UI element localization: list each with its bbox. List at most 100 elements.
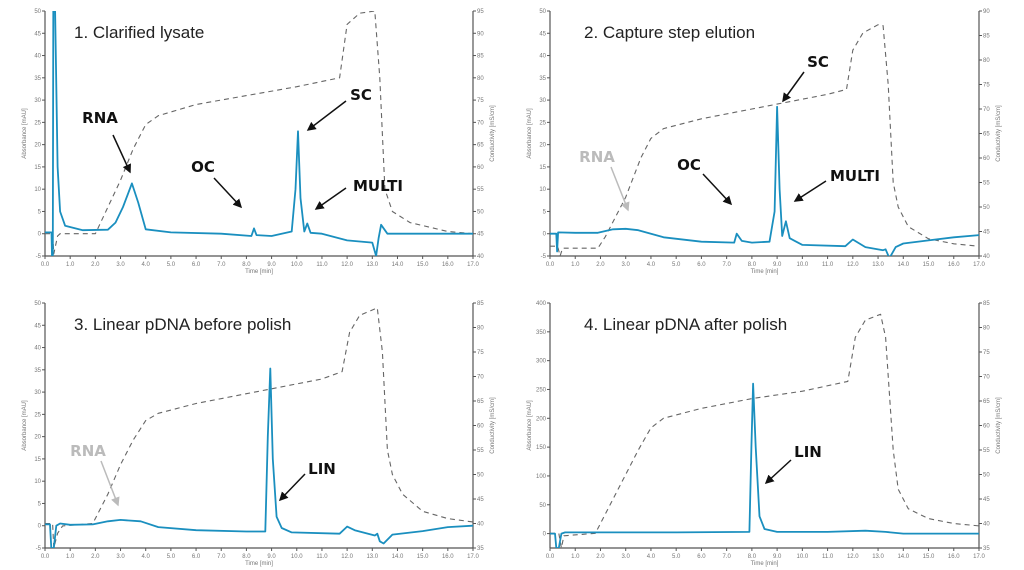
x-tick-label: 4.0 xyxy=(142,554,151,560)
chart-panel-2: -5 0 5 10 15 20 25 30 35 40 45 50 40 45 50 55 60 65 70 75 80… xyxy=(512,0,1024,280)
x-tick-label: 3.0 xyxy=(622,262,631,268)
x-tick-label: 8.0 xyxy=(242,554,251,560)
chart-title: 4. Linear pDNA after polish xyxy=(584,315,787,334)
y-tick-label: 35 xyxy=(539,76,546,82)
y2-tick-label: 40 xyxy=(983,522,990,528)
y-axis-label: Absorbance [mAU] xyxy=(527,108,533,159)
annotation-label-rna: RNA xyxy=(70,442,106,460)
x-tick-label: 9.0 xyxy=(773,262,782,268)
x-tick-label: 4.0 xyxy=(647,554,656,560)
x-tick-label: 6.0 xyxy=(192,262,201,268)
y2-tick-label: 65 xyxy=(983,132,990,138)
y-tick-label: 30 xyxy=(34,390,41,396)
y2-tick-label: 55 xyxy=(477,187,484,193)
y2-tick-label: 35 xyxy=(983,546,990,552)
annotation-label-lin: LIN xyxy=(308,460,336,478)
x-tick-label: 11.0 xyxy=(822,262,834,268)
x-tick-label: 17.0 xyxy=(467,262,479,268)
x-tick-label: 0.0 xyxy=(41,262,50,268)
y-tick-label: -5 xyxy=(36,546,42,552)
x-tick-label: 17.0 xyxy=(973,262,985,268)
x-tick-label: 0.0 xyxy=(41,554,50,560)
conductivity-line xyxy=(550,24,979,256)
x-tick-label: 13.0 xyxy=(872,554,884,560)
x-tick-label: 3.0 xyxy=(116,262,125,268)
x-tick-label: 10.0 xyxy=(797,554,809,560)
y-tick-label: 45 xyxy=(34,323,41,329)
x-tick-label: 15.0 xyxy=(417,262,429,268)
y2-axis-label: Conductivity [mS/cm] xyxy=(490,105,496,162)
y-tick-label: 400 xyxy=(536,301,547,307)
y-tick-label: 0 xyxy=(543,232,547,238)
y-axis-label: Absorbance [mAU] xyxy=(527,400,533,451)
absorbance-line xyxy=(45,11,473,256)
x-tick-label: 12.0 xyxy=(847,262,859,268)
y-tick-label: 5 xyxy=(38,501,42,507)
annotation-label-multi: MULTI xyxy=(830,167,880,185)
y-tick-label: 35 xyxy=(34,368,41,374)
y-tick-label: 20 xyxy=(539,143,546,149)
x-tick-label: 14.0 xyxy=(392,262,404,268)
annotation-label-sc: SC xyxy=(350,86,372,104)
y2-tick-label: 65 xyxy=(477,143,484,149)
x-tick-label: 11.0 xyxy=(316,262,328,268)
chart-title: 3. Linear pDNA before polish xyxy=(74,315,291,334)
x-tick-label: 2.0 xyxy=(596,262,605,268)
annotation-arrow xyxy=(306,100,347,131)
annotation-arrow xyxy=(702,173,733,206)
absorbance-line xyxy=(550,382,979,548)
y-tick-label: 45 xyxy=(539,31,546,37)
y-tick-label: 30 xyxy=(539,98,546,104)
y-tick-label: 15 xyxy=(34,457,41,463)
y2-tick-label: 70 xyxy=(983,375,990,381)
y2-tick-label: 80 xyxy=(983,58,990,64)
y2-tick-label: 45 xyxy=(983,230,990,236)
x-tick-label: 13.0 xyxy=(366,262,378,268)
x-tick-label: 9.0 xyxy=(773,554,782,560)
y2-tick-label: 95 xyxy=(477,9,484,15)
y2-tick-label: 50 xyxy=(477,473,484,479)
y2-tick-label: 35 xyxy=(477,546,484,552)
y-tick-label: 40 xyxy=(34,54,41,60)
x-tick-label: 15.0 xyxy=(417,554,429,560)
y-axis-label: Absorbance [mAU] xyxy=(22,108,28,159)
x-tick-label: 12.0 xyxy=(341,262,353,268)
y-tick-label: 50 xyxy=(34,9,41,15)
y-tick-label: 0 xyxy=(543,532,547,538)
x-tick-label: 16.0 xyxy=(948,554,960,560)
y2-tick-label: 55 xyxy=(983,181,990,187)
y-tick-label: 0 xyxy=(38,524,42,530)
y-tick-label: 15 xyxy=(34,165,41,171)
y2-tick-label: 65 xyxy=(477,399,484,405)
x-tick-label: 6.0 xyxy=(697,554,706,560)
y2-tick-label: 60 xyxy=(983,424,990,430)
x-tick-label: 12.0 xyxy=(847,554,859,560)
y-tick-label: 25 xyxy=(539,120,546,126)
x-tick-label: 6.0 xyxy=(192,554,201,560)
y2-axis-label: Conductivity [mS/cm] xyxy=(490,397,496,454)
conductivity-line xyxy=(550,313,979,548)
x-tick-label: 15.0 xyxy=(923,554,935,560)
y2-tick-label: 50 xyxy=(983,205,990,211)
annotation-arrow xyxy=(610,166,630,212)
x-tick-label: 16.0 xyxy=(948,262,960,268)
x-tick-label: 10.0 xyxy=(797,262,809,268)
y2-tick-label: 85 xyxy=(477,54,484,60)
y2-tick-label: 50 xyxy=(983,473,990,479)
y-tick-label: -5 xyxy=(541,254,547,260)
annotation-label-sc: SC xyxy=(807,53,829,71)
x-tick-label: 9.0 xyxy=(267,262,276,268)
y-tick-label: 0 xyxy=(38,232,42,238)
conductivity-line xyxy=(45,11,473,255)
x-tick-label: 4.0 xyxy=(142,262,151,268)
annotation-label-lin: LIN xyxy=(794,443,822,461)
x-tick-label: 8.0 xyxy=(242,262,251,268)
y2-tick-label: 50 xyxy=(477,209,484,215)
y2-tick-label: 80 xyxy=(477,326,484,332)
annotation-arrow xyxy=(764,459,792,485)
x-tick-label: 2.0 xyxy=(596,554,605,560)
y2-tick-label: 70 xyxy=(477,375,484,381)
annotation-arrow xyxy=(112,134,131,174)
chart-panel-4: 0 50 100 150 200 250 300 350 400 35 40 45 50 55 60 65 70… xyxy=(512,290,1024,570)
y2-tick-label: 85 xyxy=(983,301,990,307)
